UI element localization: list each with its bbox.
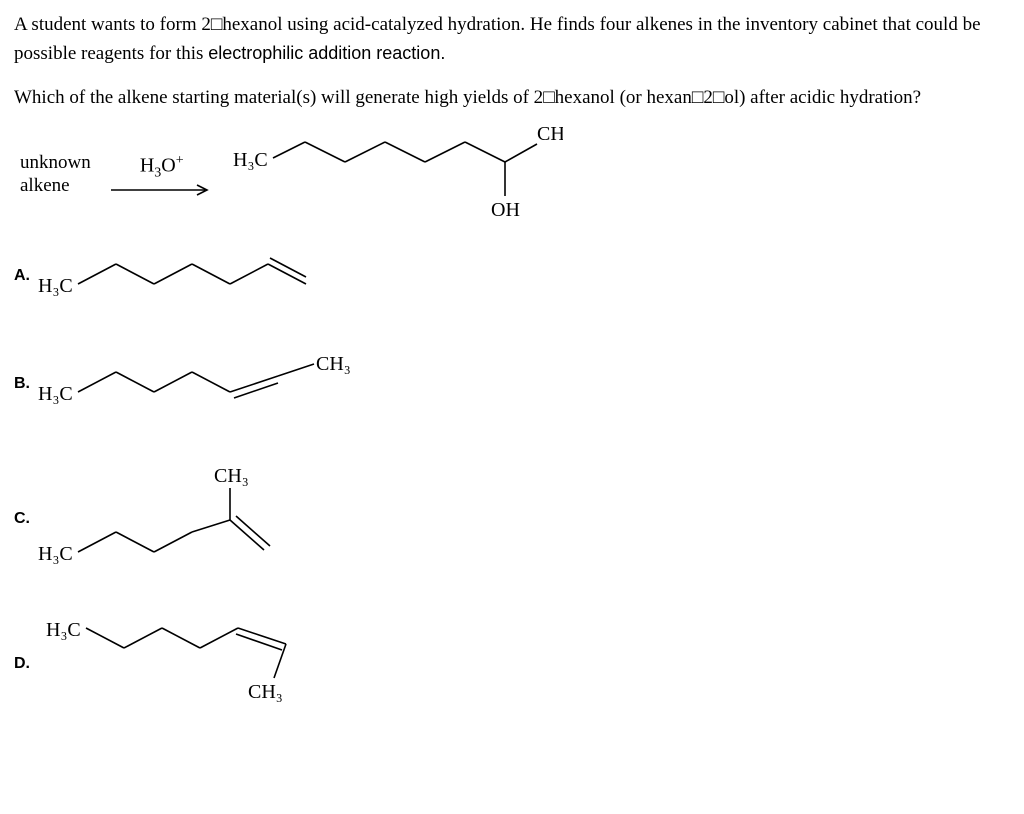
q2-part-b: hexanol (or hexan xyxy=(555,87,692,108)
option-a-structure: H₃C xyxy=(38,248,328,304)
q2-box-3: □ xyxy=(713,87,724,108)
q2-box-1: □ xyxy=(543,87,554,108)
option-c-row: C. H₃C CH₃ xyxy=(14,464,1010,574)
option-d-row: D. H₃C CH₃ xyxy=(14,614,1010,714)
reaction-arrow-icon xyxy=(109,182,215,198)
question-paragraph-1: A student wants to form 2□hexanol using … xyxy=(14,10,1010,69)
question-paragraph-2: Which of the alkene starting material(s)… xyxy=(14,83,1010,112)
a-left-atom: H₃C xyxy=(38,275,73,297)
option-a-label: A. xyxy=(14,264,38,289)
q2-part-a: Which of the alkene starting material(s)… xyxy=(14,87,543,108)
reagent-line2: alkene xyxy=(20,174,91,198)
arrow-label-mid: O xyxy=(161,155,175,177)
q1-part-d: electrophilic addition reaction. xyxy=(208,43,445,63)
b-left-atom: H₃C xyxy=(38,383,73,405)
q2-box-2: □ xyxy=(692,87,703,108)
option-d-structure: H₃C CH₃ xyxy=(38,614,338,714)
arrow-label-sup: + xyxy=(176,153,184,168)
option-a-row: A. H₃C xyxy=(14,248,1010,304)
arrow-label: H3O+ xyxy=(140,150,184,184)
product-oh-atom: OH xyxy=(491,199,520,221)
q2-part-d: ol) after acidic hydration? xyxy=(724,87,921,108)
arrow-label-base: H xyxy=(140,155,154,177)
option-c-label: C. xyxy=(14,507,38,532)
d-left-atom: H₃C xyxy=(46,619,81,641)
q1-part-a: A student wants to form 2 xyxy=(14,14,211,35)
reaction-arrow-block: H3O+ xyxy=(109,150,215,198)
reagent-text: unknown alkene xyxy=(20,151,91,199)
q1-box-1: □ xyxy=(211,14,222,35)
option-d-label: D. xyxy=(14,652,38,677)
option-b-label: B. xyxy=(14,372,38,397)
b-right-atom: CH₃ xyxy=(316,356,351,375)
reaction-scheme: unknown alkene H3O+ H₃C OH CH₃ xyxy=(20,124,1010,224)
product-right-atom: CH₃ xyxy=(537,124,563,145)
reagent-line1: unknown xyxy=(20,151,91,175)
product-left-atom: H₃C xyxy=(233,149,268,171)
c-top-atom: CH₃ xyxy=(214,465,249,487)
c-left-atom: H₃C xyxy=(38,543,73,565)
product-structure: H₃C OH CH₃ xyxy=(233,124,563,224)
q1-part-b: hexanol using acid-catalyzed hydration. … xyxy=(222,14,957,35)
q2-part-c: 2 xyxy=(703,87,713,108)
option-b-structure: H₃C CH₃ xyxy=(38,356,378,412)
option-c-structure: H₃C CH₃ xyxy=(38,464,318,574)
option-b-row: B. H₃C CH₃ xyxy=(14,356,1010,412)
d-bottom-atom: CH₃ xyxy=(248,681,283,703)
